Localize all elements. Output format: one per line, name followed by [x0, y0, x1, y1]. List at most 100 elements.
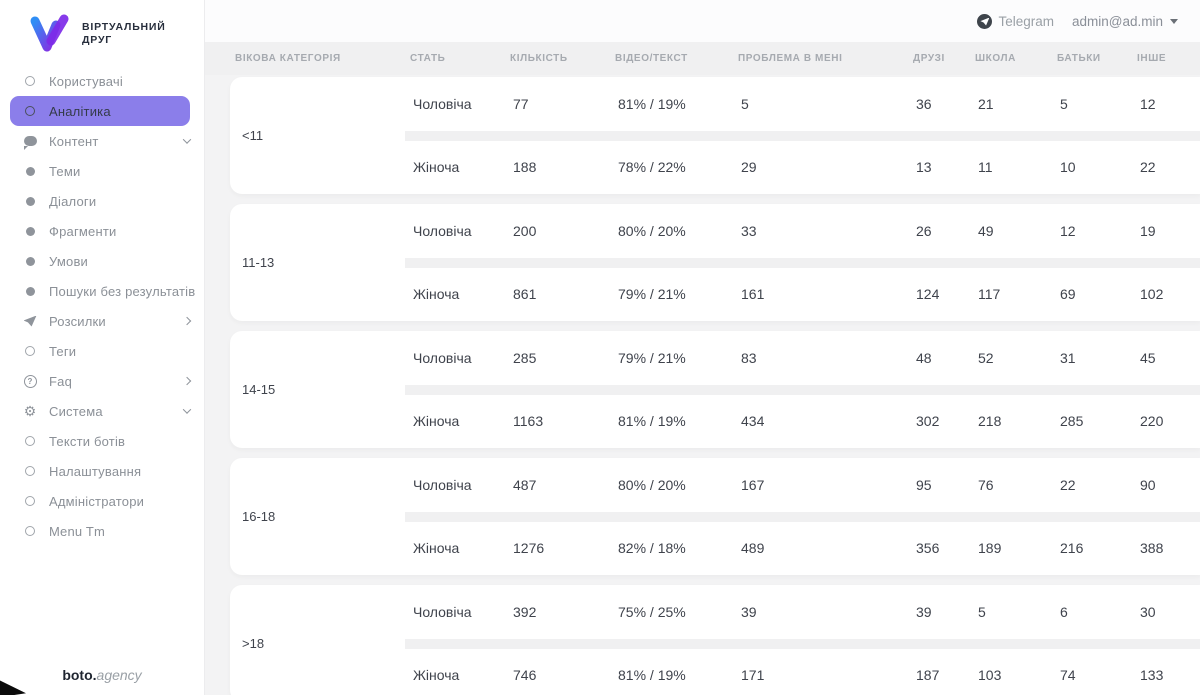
cell-count: 1276 [513, 540, 545, 557]
account-menu[interactable]: admin@ad.min [1072, 14, 1178, 29]
cell-count: 285 [513, 349, 537, 366]
sidebar-item-label: Faq [49, 373, 73, 389]
sidebar-item-аналітика[interactable]: Аналітика [10, 96, 190, 126]
sidebar-item-фрагменти[interactable]: Фрагменти [0, 216, 204, 246]
chevron-icon [182, 135, 192, 144]
sidebar-item-menu-tm[interactable]: Menu Tm [0, 516, 204, 546]
cell-school: 49 [978, 222, 994, 239]
circle-filled-icon [22, 284, 38, 298]
sidebar-item-faq[interactable]: Faq [0, 366, 204, 396]
sidebar-item-діалоги[interactable]: Діалоги [0, 186, 204, 216]
cell-count: 188 [513, 159, 537, 176]
cell-gender: Чоловіча [413, 349, 472, 366]
sidebar-item-label: Діалоги [49, 193, 97, 209]
cell-other: 30 [1140, 603, 1156, 620]
cell-video_text: 78% / 22% [618, 159, 686, 176]
sidebar-item-умови[interactable]: Умови [0, 246, 204, 276]
cell-problem: 5 [741, 95, 749, 112]
column-header: ІНШЕ [1137, 53, 1167, 64]
cell-school: 11 [978, 159, 993, 176]
circle-outline-icon [22, 434, 38, 448]
column-header: КІЛЬКІСТЬ [510, 53, 568, 64]
cell-friends: 187 [916, 667, 940, 684]
sidebar-item-label: Аналітика [49, 103, 111, 119]
cell-friends: 48 [916, 349, 932, 366]
sidebar-item-пошуки-без-результатів[interactable]: Пошуки без результатів [0, 276, 204, 306]
chat-icon [22, 134, 38, 150]
telegram-link[interactable]: Telegram [977, 13, 1054, 29]
cell-parents: 69 [1060, 286, 1076, 303]
circle-outline-icon [22, 494, 38, 508]
circle-filled-icon [22, 224, 38, 238]
sidebar-item-label: Налаштування [49, 463, 142, 479]
cell-gender: Жіноча [413, 540, 460, 557]
cell-other: 19 [1140, 222, 1156, 239]
cell-friends: 95 [916, 476, 932, 493]
cell-parents: 285 [1060, 413, 1084, 430]
cell-count: 77 [513, 95, 529, 112]
circle-filled-icon [22, 254, 38, 268]
cell-other: 388 [1140, 540, 1164, 557]
sidebar-item-теги[interactable]: Теги [0, 336, 204, 366]
cell-gender: Жіноча [413, 413, 460, 430]
circle-outline-icon [22, 344, 38, 358]
sidebar-item-label: Користувачі [49, 73, 123, 89]
chevron-down-icon [1170, 18, 1178, 24]
row-divider [405, 257, 1200, 268]
age-category: 11-13 [242, 255, 275, 270]
cell-friends: 302 [916, 413, 940, 430]
cell-gender: Чоловіча [413, 95, 472, 112]
column-header: БАТЬКИ [1057, 53, 1101, 64]
brand-logo-icon [30, 14, 69, 52]
sidebar-item-тексти-ботів[interactable]: Тексти ботів [0, 426, 204, 456]
cell-school: 21 [978, 95, 994, 112]
sidebar-item-label: Контент [49, 133, 99, 149]
age-category: >18 [242, 636, 265, 651]
row-divider [405, 511, 1200, 522]
gears-icon [22, 404, 38, 418]
column-header: ДРУЗІ [913, 53, 945, 64]
cell-friends: 36 [916, 95, 932, 112]
cell-count: 200 [513, 222, 537, 239]
cell-gender: Чоловіча [413, 603, 472, 620]
cell-gender: Жіноча [413, 286, 460, 303]
cell-problem: 171 [741, 667, 765, 684]
cell-problem: 83 [741, 349, 757, 366]
sidebar-item-label: Menu Tm [49, 523, 106, 539]
cell-video_text: 81% / 19% [618, 95, 686, 112]
column-header: ВІДЕО/ТЕКСТ [615, 53, 688, 64]
cell-count: 746 [513, 667, 537, 684]
sidebar-item-розсилки[interactable]: Розсилки [0, 306, 204, 336]
row-divider [405, 130, 1200, 141]
cell-problem: 33 [741, 222, 757, 239]
sidebar-item-label: Теги [49, 343, 77, 359]
age-group-card: 14-15 Чоловіча 285 79% / 21% 83 48 52 31 45 Жіно… [230, 331, 1200, 448]
cell-parents: 10 [1060, 159, 1076, 176]
cell-parents: 22 [1060, 476, 1076, 493]
cell-gender: Чоловіча [413, 222, 472, 239]
cell-school: 5 [978, 603, 986, 620]
sidebar-item-label: Система [49, 403, 103, 419]
analytics-table: <11 Чоловіча 77 81% / 19% 5 36 21 5 12 Жіноча 188… [205, 75, 1200, 695]
column-header: СТАТЬ [410, 53, 446, 64]
cell-parents: 74 [1060, 667, 1076, 684]
cell-count: 487 [513, 476, 537, 493]
sidebar-item-користувачі[interactable]: Користувачі [0, 66, 204, 96]
sidebar-item-адміністратори[interactable]: Адміністратори [0, 486, 204, 516]
age-group-card: <11 Чоловіча 77 81% / 19% 5 36 21 5 12 Жіноча 188… [230, 77, 1200, 194]
cell-friends: 39 [916, 603, 932, 620]
cell-other: 90 [1140, 476, 1156, 493]
sidebar-item-контент[interactable]: Контент [0, 126, 204, 156]
sidebar-item-система[interactable]: Система [0, 396, 204, 426]
sidebar-item-label: Розсилки [49, 313, 106, 329]
sidebar-item-налаштування[interactable]: Налаштування [0, 456, 204, 486]
chevron-icon [182, 376, 192, 386]
broadcast-icon [22, 314, 38, 328]
cell-problem: 161 [741, 286, 765, 303]
sidebar-item-теми[interactable]: Теми [0, 156, 204, 186]
column-header: ВІКОВА КАТЕГОРІЯ [235, 53, 341, 64]
age-group-card: >18 Чоловіча 392 75% / 25% 39 39 5 6 30 Жіноча 74… [230, 585, 1200, 695]
cell-problem: 167 [741, 476, 765, 493]
age-category: 14-15 [242, 382, 276, 397]
cell-other: 133 [1140, 667, 1164, 684]
